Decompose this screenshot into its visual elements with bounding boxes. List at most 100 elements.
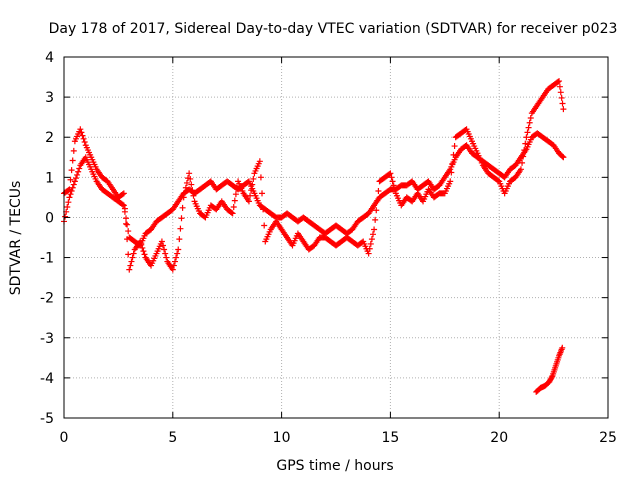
y-axis-label: SDTVAR / TECUs [8,181,24,296]
data-point-trail [230,204,237,211]
data-point-trail [138,241,145,248]
data-point-trail [79,132,86,139]
data-point-trail [161,246,168,253]
data-point-trail [367,240,374,247]
data-point-trail [451,143,458,150]
y-tick-label: -5 [40,411,54,427]
data-point-trail [390,182,397,189]
plot-frame [63,56,609,419]
data-point [158,238,165,245]
data-point-trail [182,184,189,191]
data-point-trail [121,205,128,212]
data-point-trail [69,184,76,191]
x-tick-label: 15 [381,430,399,446]
y-tick-label: 4 [45,50,54,66]
data-point-trail [557,89,564,96]
x-tick-label: 0 [60,430,69,446]
data-point-trail [188,181,195,188]
data-point-trail [177,225,184,232]
x-axis-label: GPS time / hours [276,458,393,474]
data-point-trail [72,175,79,182]
data-point-trail [250,175,257,182]
data-point [517,166,524,173]
data-point-trail [128,258,135,265]
data-point-trail [181,189,188,196]
data-point-trail [170,262,177,269]
data-point [556,78,563,85]
data-point-trail [368,236,375,243]
data-point-trail [160,242,167,249]
data-point-trail [519,159,526,166]
data-point [77,126,84,133]
data-point-trail [520,153,527,160]
data-point-trail [80,135,87,142]
data-point-trail [450,151,457,158]
data-point-trail [174,250,181,257]
data-point-trail [548,374,555,381]
data-point-trail [70,147,77,154]
axis-ticks: 0 5 10 15 20 25 -5 -4 -3 -2 -1 0 1 2 3 4 [40,50,617,446]
y-tick-label: -2 [40,291,54,307]
data-point-trail [69,157,76,164]
data-point-trail [495,177,502,184]
data-point-trail [124,221,131,228]
data-point-trail [162,250,169,257]
data-point-trail [127,262,134,269]
data-point-trail [78,129,85,136]
data-point-trail [76,165,83,172]
data-point-trail [187,175,194,182]
data-point [523,134,530,141]
data-point [229,210,236,217]
data-point-trail [448,169,455,176]
data-point [245,198,252,205]
y-tick-label: -3 [40,331,54,347]
data-point-trail [522,140,529,147]
data-point-trail [257,174,264,181]
data-point-trail [556,83,563,90]
data-point-trail [65,187,72,194]
data-point-trail [372,216,379,223]
data-point [559,344,566,351]
data-point [71,178,78,185]
data-point-trail [183,179,190,186]
data-point-trail [559,153,566,160]
data-point-trail [524,129,531,136]
data-point-trail [260,206,267,213]
data-point-trail [559,100,566,107]
data-point-trail [373,207,380,214]
data-point [169,266,176,273]
data-point-trail [389,178,396,185]
data-point-trail [178,215,185,222]
data-point [560,106,567,113]
data-point-trail [449,160,456,167]
data-point-trail [176,236,183,243]
data-point [560,154,567,161]
data-point-trail [75,168,82,175]
data-point [447,178,454,185]
data-point [66,194,73,201]
data-point-trail [375,187,382,194]
y-tick-label: 0 [45,210,54,226]
data-point [180,194,187,201]
data-point-trail [249,181,256,188]
grid-lines [64,57,608,418]
data-point-trail [386,171,393,178]
data-point-trail [232,191,239,198]
y-tick-label: 1 [45,170,54,186]
data-point [186,170,193,177]
data-point-trail [65,199,72,206]
data-point-trail [171,258,178,265]
data-point-trail [139,244,146,251]
data-point-trail [163,254,170,261]
data-point [120,190,127,197]
data-point-trail [129,254,136,261]
y-tick-label: 2 [45,130,54,146]
data-point [387,170,394,177]
data-point-trail [521,147,528,154]
data-point-trail [67,191,74,198]
data-point [66,186,73,193]
data-point-trail [233,184,240,191]
data-point-trail [62,213,69,220]
data-point-trail [261,222,268,229]
y-tick-label: -1 [40,251,54,267]
